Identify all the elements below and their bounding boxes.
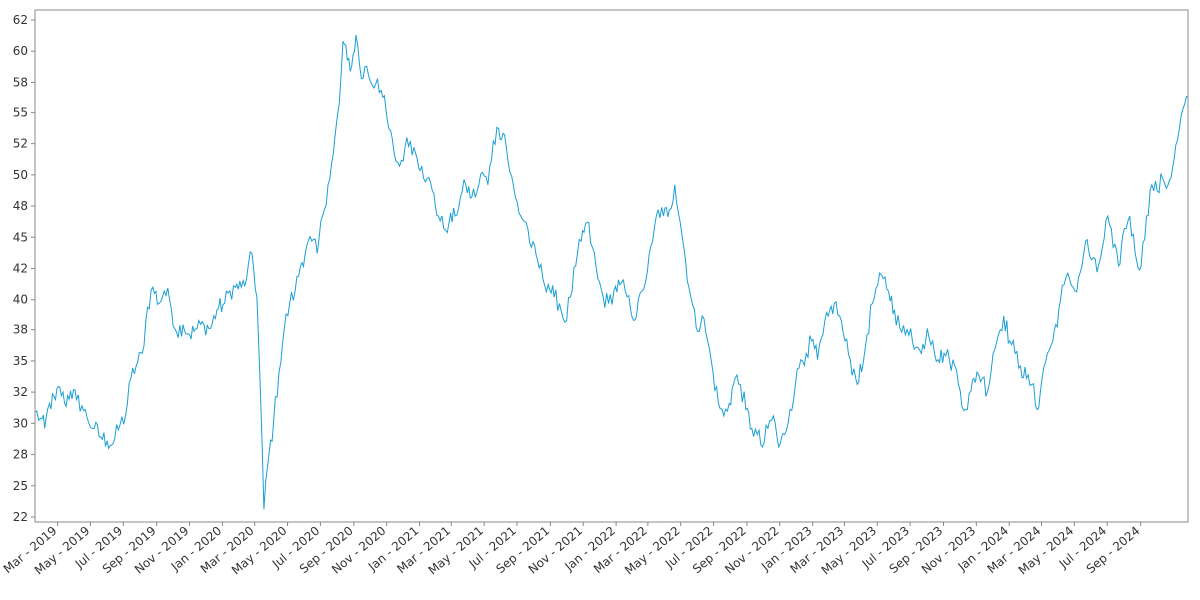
price-series-line bbox=[34, 34, 1189, 510]
y-tick-label: 40 bbox=[13, 293, 28, 307]
y-axis: 62 60 58 55 52 50 48 45 42 40 38 35 32 30 28 25 22 bbox=[13, 13, 35, 524]
y-tick-label: 38 bbox=[13, 323, 28, 337]
y-tick-label: 62 bbox=[13, 13, 28, 27]
plot-frame bbox=[34, 9, 1189, 523]
plot-area bbox=[35, 10, 1188, 522]
y-tick-label: 45 bbox=[13, 230, 28, 244]
y-tick-label: 55 bbox=[13, 105, 28, 119]
y-tick-label: 48 bbox=[13, 199, 28, 213]
y-tick-label: 30 bbox=[13, 416, 28, 430]
y-tick-label: 35 bbox=[13, 354, 28, 368]
y-tick-label: 52 bbox=[13, 137, 28, 151]
y-tick-label: 25 bbox=[13, 479, 28, 493]
y-tick-label: 58 bbox=[13, 75, 28, 89]
y-tick-label: 42 bbox=[13, 261, 28, 275]
y-tick-label: 28 bbox=[13, 448, 28, 462]
y-tick-label: 50 bbox=[13, 168, 28, 182]
y-tick-label: 60 bbox=[13, 44, 28, 58]
y-tick-label: 32 bbox=[13, 385, 28, 399]
series-layer bbox=[34, 34, 1189, 510]
y-tick-label: 22 bbox=[13, 510, 28, 524]
